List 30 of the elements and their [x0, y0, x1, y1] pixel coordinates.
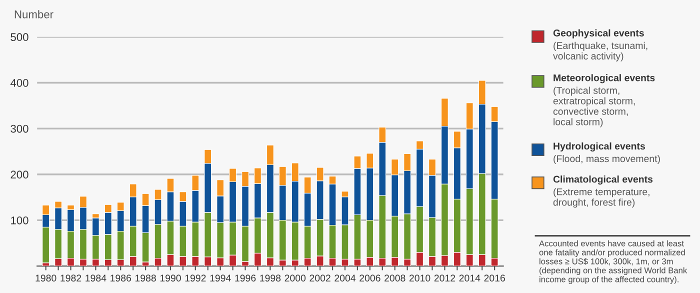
legend-label: Meteorological events (Tropical storm, extratropical storm, convective storm, local storm)	[553, 74, 655, 128]
legend-label: Hydrological events (Flood, mass movement)	[554, 142, 660, 164]
x-tick-label: 1986	[110, 274, 132, 282]
x-tick-label: 2010	[409, 274, 430, 282]
y-axis-title: Number	[14, 10, 54, 18]
x-tick-label: 2002	[310, 274, 330, 282]
legend-label: Climatological events (Extreme temperature, drought, forest fire)	[553, 176, 653, 208]
y-tick-label: 300	[10, 124, 28, 133]
x-tick-label: 1988	[135, 274, 156, 282]
x-tick-label: 1982	[60, 274, 82, 282]
legend-label: Geophysical events (Earthquake, tsunami, volcanic activity)	[553, 29, 648, 62]
x-tick-label: 2008	[384, 274, 406, 282]
x-tick-label: 1994	[210, 274, 231, 282]
x-tick-label: 1980	[36, 274, 56, 282]
x-tick-label: 1992	[185, 274, 206, 282]
x-tick-label: 1990	[160, 274, 181, 282]
x-tick-label: 2014	[459, 274, 480, 282]
y-tick-label: 500	[10, 33, 28, 42]
x-tick-label: 2004	[334, 274, 356, 282]
text: Accounted events have caused at least one fatality and/or produced normalized losses ≥ US$ 100k, 300k, 1m, or 3m (depending on the assigned World Bank income group of the affected country).	[539, 240, 688, 284]
x-tick-label: 2000	[284, 274, 306, 282]
y-tick-label: 100	[11, 216, 28, 224]
x-tick-label: 2012	[434, 274, 456, 282]
x-tick-label: 2006	[360, 274, 380, 282]
x-tick-label: 1984	[86, 274, 106, 282]
x-tick-label: 2016	[484, 274, 505, 282]
y-tick-label: 200	[10, 170, 28, 179]
x-tick-label: 1996	[235, 274, 256, 282]
y-tick-label: 400	[10, 79, 28, 87]
x-tick-label: 1998	[260, 274, 281, 282]
